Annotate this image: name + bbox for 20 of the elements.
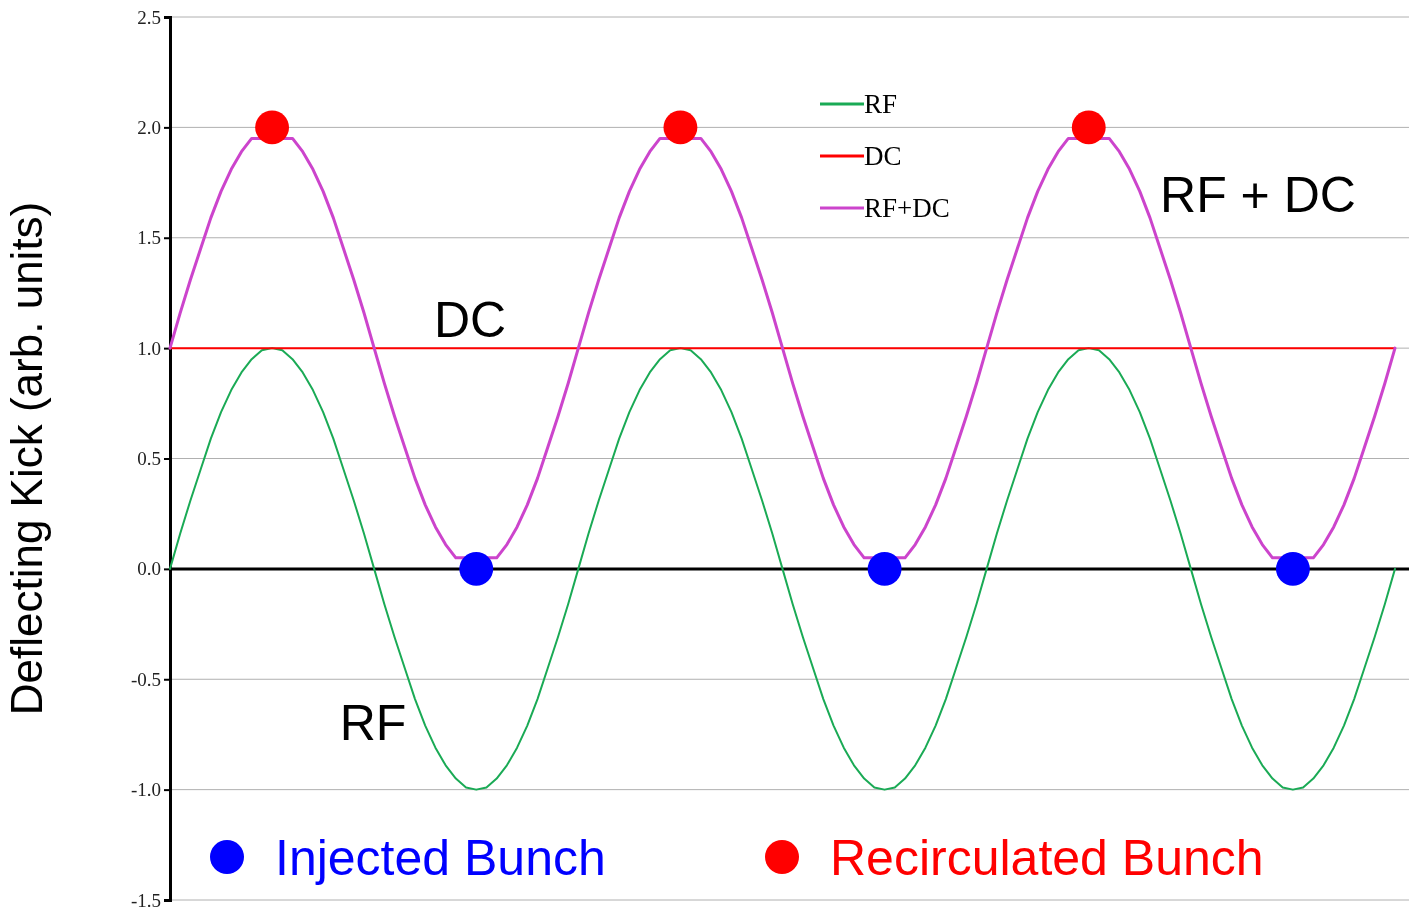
legend-label: DC [864, 141, 902, 171]
y-tick-label: -1.0 [130, 779, 161, 801]
annotation: RF [339, 695, 407, 751]
annotation: RF + DC [1160, 167, 1356, 223]
line-series [169, 347, 1396, 791]
y-tick-label: 1.5 [137, 227, 161, 249]
y-tick-label: -0.5 [130, 668, 161, 690]
y-axis-title: Deflecting Kick (arb. units) [2, 201, 51, 716]
y-tick-label: 1.0 [137, 337, 161, 359]
line-series [168, 136, 1397, 560]
legend-label: RF [864, 89, 898, 119]
annotation: DC [433, 292, 507, 348]
legend-label: Recirculated Bunch [830, 830, 1264, 886]
y-tick-label: -1.5 [130, 889, 161, 911]
legend-label: RF+DC [864, 193, 950, 223]
legend-label: Injected Bunch [275, 830, 606, 886]
y-tick-label: 0.0 [137, 558, 161, 580]
y-tick-label: 2.0 [137, 116, 161, 138]
y-tick-label: 2.5 [137, 6, 161, 28]
y-tick-label: 0.5 [137, 448, 161, 470]
